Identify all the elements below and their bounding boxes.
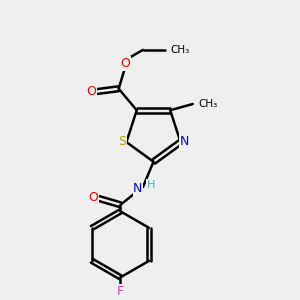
Text: O: O	[86, 85, 96, 98]
Text: O: O	[88, 191, 98, 204]
Text: H: H	[146, 180, 155, 190]
Text: F: F	[117, 285, 124, 298]
Text: N: N	[133, 182, 142, 195]
Text: S: S	[118, 135, 126, 148]
Text: O: O	[120, 57, 130, 70]
Text: CH₃: CH₃	[171, 45, 190, 55]
Text: CH₃: CH₃	[199, 99, 218, 109]
Text: N: N	[180, 135, 189, 148]
